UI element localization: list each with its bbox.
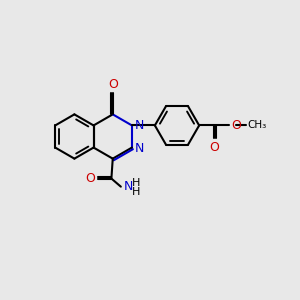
Text: O: O — [85, 172, 95, 185]
Text: N: N — [124, 180, 134, 193]
Text: O: O — [231, 119, 241, 132]
Text: N: N — [135, 142, 145, 155]
Text: O: O — [209, 141, 219, 154]
Text: O: O — [108, 78, 118, 91]
Text: N: N — [135, 119, 145, 132]
Text: H: H — [131, 187, 140, 197]
Text: CH₃: CH₃ — [248, 120, 267, 130]
Text: H: H — [131, 178, 140, 188]
